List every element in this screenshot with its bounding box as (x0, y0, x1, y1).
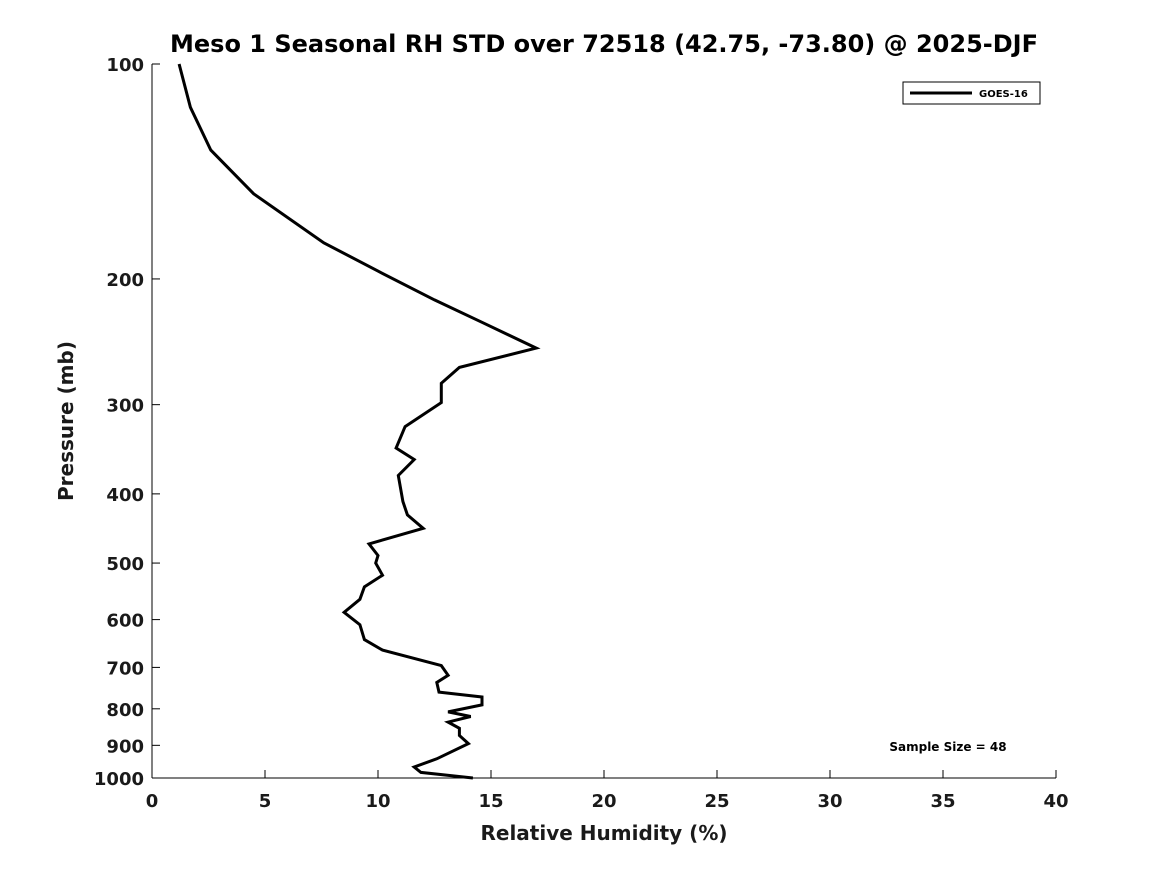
chart-title: Meso 1 Seasonal RH STD over 72518 (42.75… (170, 30, 1038, 58)
x-tick-label: 5 (259, 791, 272, 812)
y-tick-label: 300 (106, 396, 144, 417)
x-tick-label: 40 (1043, 791, 1068, 812)
x-axis-ticks: 0 5 10 15 20 25 30 35 40 (146, 770, 1069, 812)
y-tick-label: 400 (106, 485, 144, 506)
y-axis-ticks: 100 200 300 400 500 600 700 800 900 1000 (94, 55, 160, 790)
x-tick-label: 25 (704, 791, 729, 812)
legend: GOES-16 (902, 81, 1041, 105)
x-tick-label: 0 (146, 791, 159, 812)
series-line-goes-16 (177, 63, 541, 780)
series-layer (177, 63, 541, 780)
y-tick-label: 200 (106, 270, 144, 291)
x-tick-label: 20 (591, 791, 616, 812)
x-axis-label: Relative Humidity (%) (480, 821, 727, 845)
x-tick-label: 15 (478, 791, 503, 812)
sample-size-annotation: Sample Size = 48 (889, 740, 1006, 754)
y-axis-label: Pressure (mb) (54, 341, 78, 501)
y-tick-label: 900 (106, 736, 144, 757)
y-tick-label: 100 (106, 55, 144, 76)
legend-label-goes-16: GOES-16 (979, 89, 1028, 100)
y-tick-label: 800 (106, 700, 144, 721)
y-tick-label: 1000 (94, 769, 144, 790)
x-tick-label: 10 (365, 791, 390, 812)
y-tick-label: 700 (106, 658, 144, 679)
y-tick-label: 500 (106, 554, 144, 575)
x-tick-label: 35 (930, 791, 955, 812)
y-tick-label: 600 (106, 611, 144, 632)
x-tick-label: 30 (817, 791, 842, 812)
